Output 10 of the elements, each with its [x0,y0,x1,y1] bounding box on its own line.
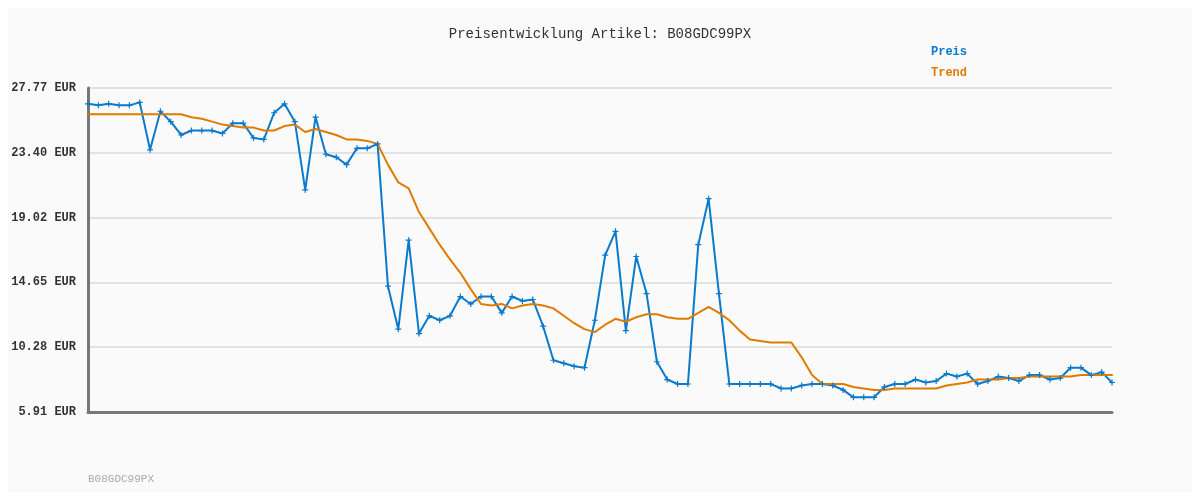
chart-title: Preisentwicklung Artikel: B08GDC99PX [448,26,752,42]
y-tick-label: 14.65 EUR [11,275,77,290]
y-tick-label: 23.40 EUR [11,145,77,160]
text: Preis [930,45,968,59]
y-tick-label: 27.77 EUR [11,81,77,95]
y-tick-label: 10.28 EUR [11,340,77,355]
text: B08GDC99PX [88,472,155,485]
text: Trend [930,66,968,80]
y-tick-label: 5.91 EUR [18,405,77,419]
y-tick-label: 19.02 EUR [11,210,77,225]
